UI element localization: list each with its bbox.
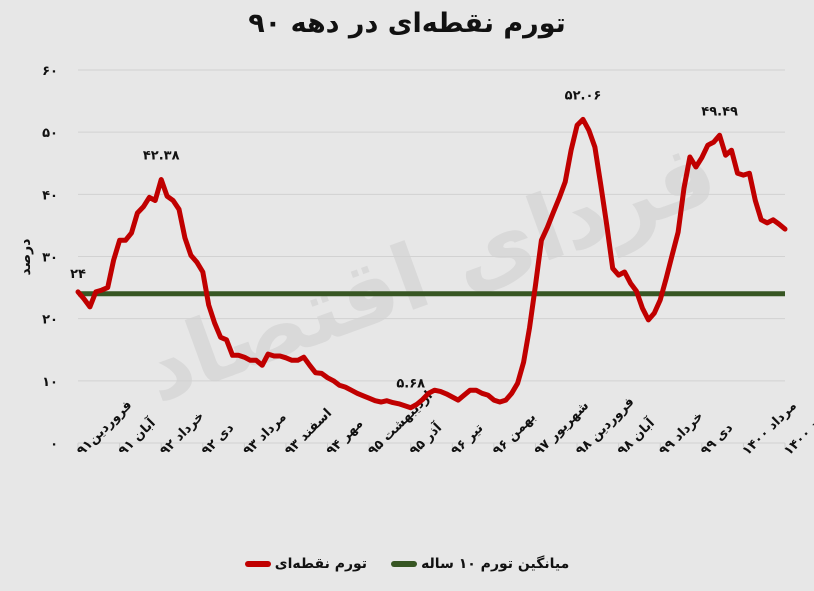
x-tick-label: آذر ۹۵ xyxy=(406,419,446,459)
y-tick-label: ۴۰ xyxy=(42,188,58,203)
chart-title: تورم نقطه‌ای در دهه ۹۰ xyxy=(248,8,566,39)
y-tick-label: ۶۰ xyxy=(42,64,58,79)
x-tick-label: مرداد ۹۳ xyxy=(241,410,290,459)
legend-label-green: میانگین تورم ۱۰ ساله xyxy=(421,556,570,572)
y-axis-label: درصد xyxy=(18,239,34,276)
y-tick-label: ۲۰ xyxy=(42,313,58,328)
x-tick-label: دی ۹۹ xyxy=(698,420,736,458)
y-tick-label: ۵۰ xyxy=(42,126,58,141)
x-tick-label: مهر ۹۴ xyxy=(324,416,367,459)
data-label: ۴۹.۴۹ xyxy=(701,104,738,119)
data-label: ۵.۶۸ xyxy=(396,377,425,392)
y-tick-label: ۱۰ xyxy=(42,375,58,390)
legend-label-red: تورم نقطه‌ای xyxy=(274,556,368,572)
legend-swatch-green xyxy=(391,561,418,567)
legend-swatch-red xyxy=(244,561,271,567)
watermark: فردای اقتصاد xyxy=(129,119,730,423)
legend-item-green: میانگین تورم ۱۰ ساله xyxy=(391,556,569,572)
data-label: ۲۴ xyxy=(70,267,86,282)
legend-item-red: تورم نقطه‌ای xyxy=(244,556,368,572)
y-tick-label: ۰ xyxy=(50,437,58,452)
y-tick-label: ۳۰ xyxy=(42,251,58,266)
legend: میانگین تورم ۱۰ ساله تورم نقطه‌ای xyxy=(0,556,814,572)
x-tick-label: خرداد ۹۹ xyxy=(656,409,706,459)
x-tick-label: تیر ۹۶ xyxy=(449,421,487,459)
x-tick-label: بهمن ۹۶ xyxy=(490,410,539,459)
inflation-line xyxy=(75,116,788,411)
x-tick-label: دی ۹۲ xyxy=(199,420,237,458)
data-label: ۴۲.۳۸ xyxy=(143,149,180,164)
data-label: ۵۲.۰۶ xyxy=(565,88,602,103)
